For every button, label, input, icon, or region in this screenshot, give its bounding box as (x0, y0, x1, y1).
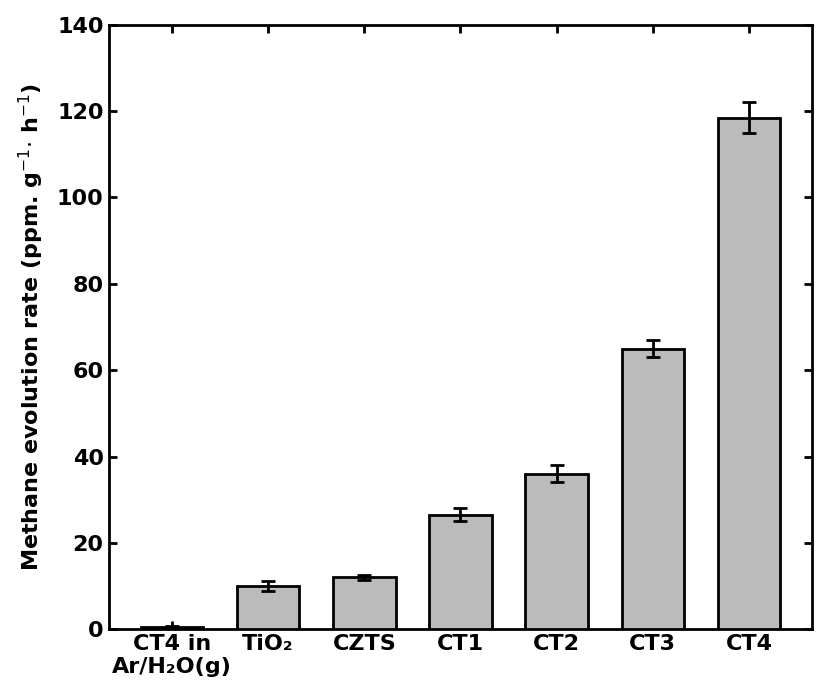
Bar (525, 474, 587, 629)
Bar (141, 627, 203, 629)
Bar (429, 515, 491, 629)
Bar (333, 577, 395, 629)
Bar (621, 348, 683, 629)
Y-axis label: Methane evolution rate (ppm. g$^{-1}$$\cdot$ h$^{-1}$): Methane evolution rate (ppm. g$^{-1}$$\c… (17, 83, 46, 571)
Bar (717, 117, 779, 629)
Bar (237, 586, 299, 629)
